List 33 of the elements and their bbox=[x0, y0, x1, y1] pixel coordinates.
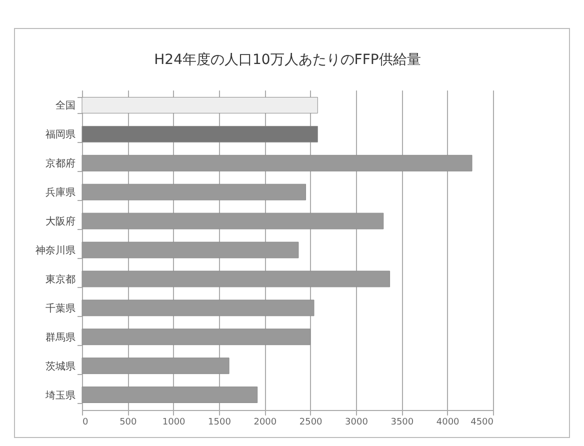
x-tick-label: 4500 bbox=[470, 418, 494, 428]
bar bbox=[82, 242, 299, 258]
x-tick-label: 500 bbox=[120, 418, 138, 428]
y-tick-label: 神奈川県 bbox=[36, 244, 76, 256]
x-tick-label: 4000 bbox=[436, 418, 460, 428]
bar bbox=[82, 96, 318, 114]
y-tick-label: 千葉県 bbox=[46, 302, 76, 314]
x-tick-label: 1000 bbox=[162, 418, 186, 428]
x-tick-label: 1500 bbox=[208, 418, 232, 428]
y-tick-label: 福岡県 bbox=[46, 128, 76, 141]
bar bbox=[82, 300, 314, 316]
x-tick-label: 2500 bbox=[299, 418, 323, 428]
y-tick-label: 全国 bbox=[56, 100, 76, 112]
y-tick-label: 兵庫県 bbox=[46, 186, 76, 199]
x-tick-label: 2000 bbox=[254, 418, 277, 428]
chart-title: H24年度の人口10万人あたりのFFP供給量 bbox=[154, 52, 421, 68]
bar bbox=[82, 184, 306, 200]
bar bbox=[82, 328, 311, 346]
y-tick-label: 群馬県 bbox=[46, 331, 76, 344]
y-tick-label: 東京都 bbox=[46, 273, 76, 286]
y-tick-label: 茨城県 bbox=[46, 360, 76, 372]
x-tick-label: 0 bbox=[82, 418, 88, 428]
bar bbox=[82, 358, 230, 374]
bar bbox=[82, 270, 390, 288]
y-tick-label: 大阪府 bbox=[46, 216, 76, 228]
y-tick-label: 京都府 bbox=[46, 158, 76, 170]
y-tick-label: 埼玉県 bbox=[44, 389, 76, 402]
bar bbox=[82, 154, 472, 172]
x-tick-label: 3000 bbox=[345, 418, 368, 428]
bar bbox=[82, 126, 318, 142]
x-tick-label: 3500 bbox=[390, 418, 414, 428]
bar bbox=[82, 386, 258, 404]
bar bbox=[82, 212, 384, 230]
